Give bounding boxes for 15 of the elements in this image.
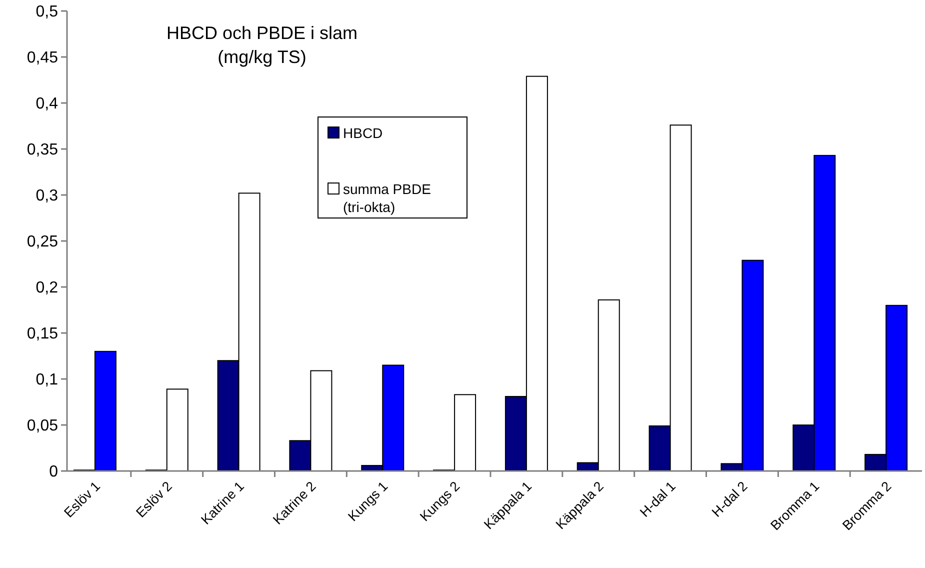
y-tick-label: 0,35 — [26, 142, 58, 159]
y-tick-label: 0 — [49, 464, 58, 481]
text: (mg/kg TS) — [218, 47, 306, 67]
y-tick-label: 0,05 — [26, 418, 58, 435]
y-tick-label: 0,15 — [26, 326, 58, 343]
y-tick-label: 0,3 — [36, 188, 58, 205]
legend-label: HBCD — [343, 124, 383, 141]
y-tick-label: 0,2 — [36, 280, 58, 297]
legend-label: summa PBDE (tri-okta) — [343, 180, 431, 215]
y-tick-label: 0,1 — [36, 372, 58, 389]
y-tick-label: 0,25 — [26, 234, 58, 251]
y-tick-label: 0,5 — [36, 4, 58, 21]
y-tick-label: 0,45 — [26, 50, 58, 67]
text: HBCD och PBDE i slam — [166, 23, 358, 43]
y-tick-label: 0,4 — [36, 96, 58, 113]
